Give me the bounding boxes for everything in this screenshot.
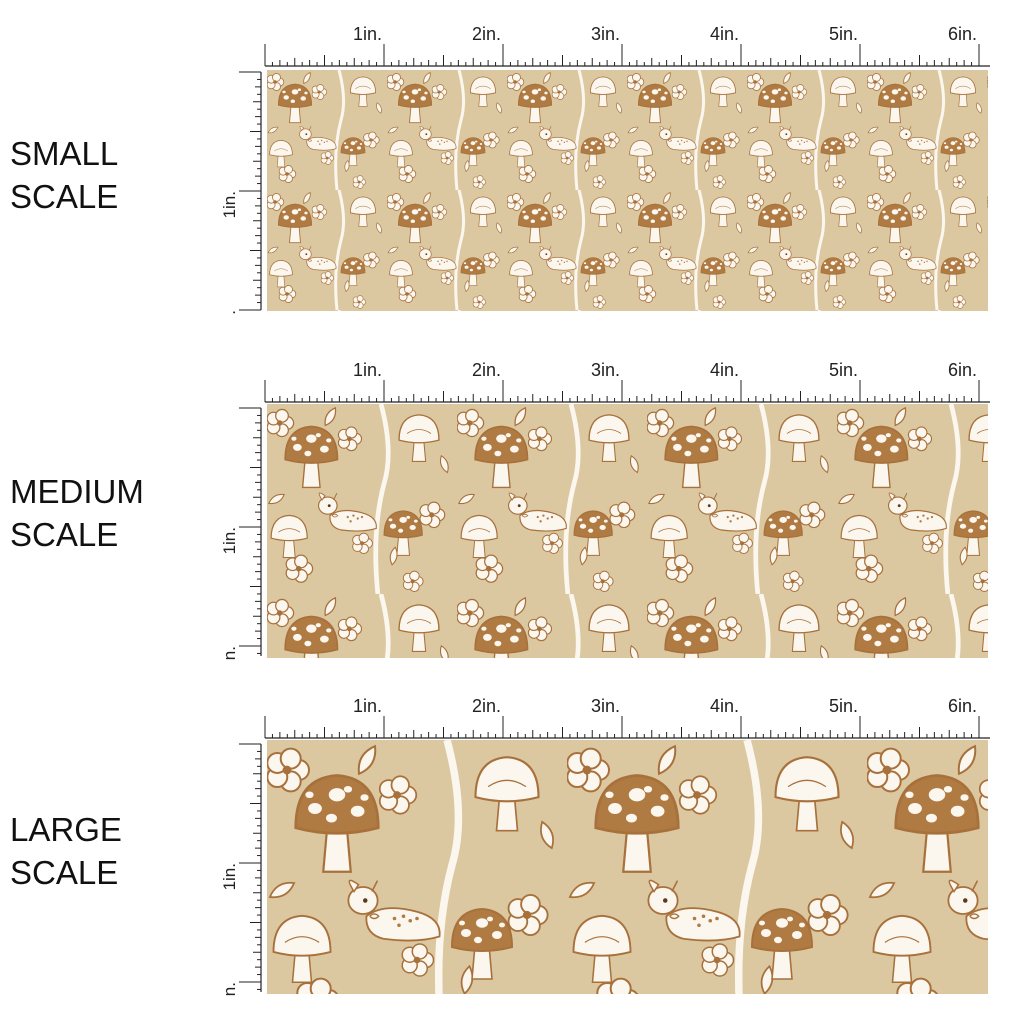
ruler-tick-label: 6in. <box>948 696 977 716</box>
ruler-tick-label: 1in. <box>220 863 239 890</box>
ruler-tick-label: 1in. <box>220 527 239 554</box>
ruler-tick-label: 4in. <box>710 360 739 380</box>
ruler-tick-label: 4in. <box>710 696 739 716</box>
ruler-tick-label: 3in. <box>591 696 620 716</box>
ruler-tick-label: 1in. <box>220 191 239 218</box>
ruler-tick-label: 2in. <box>220 646 239 660</box>
vertical-ruler: 1in. 2in. <box>220 407 262 660</box>
ruler-tick-label: 3in. <box>591 360 620 380</box>
ruler-tick-label: 1in. <box>353 696 382 716</box>
ruler-tick-label: 2in. <box>472 360 501 380</box>
vertical-ruler: 1in. 2in. <box>220 743 262 996</box>
large-scale-row: LARGE SCALE 1in. 2in. 3in. 4in. 5in. 6in. 1in… <box>0 672 1024 996</box>
medium-scale-row: MEDIUM SCALE 1in. 2in. 3in. 4in. 5in. 6in. 1i… <box>0 336 1024 660</box>
ruler-tick-label: 5in. <box>829 696 858 716</box>
ruler-tick-label: 6in. <box>948 360 977 380</box>
ruler-tick-label: 2in. <box>472 696 501 716</box>
medium-scale-label: MEDIUM SCALE <box>10 473 144 553</box>
vertical-ruler: 1in. 2in. <box>220 71 262 314</box>
ruler-tick-label: 5in. <box>829 360 858 380</box>
fabric-swatch-small <box>267 70 988 311</box>
ruler-tick-label: 2in. <box>220 982 239 996</box>
horizontal-ruler: 1in. 2in. 3in. 4in. 5in. 6in. <box>264 360 990 403</box>
small-scale-row: SMALL SCALE 1in. 2in. 3in. 4in. 5in. 6in. 1in… <box>0 0 1024 320</box>
fabric-swatch-large <box>267 740 988 994</box>
ruler-tick-label: 2in. <box>472 24 501 44</box>
ruler-tick-label: 4in. <box>710 24 739 44</box>
horizontal-ruler: 1in. 2in. 3in. 4in. 5in. 6in. <box>264 696 990 739</box>
ruler-tick-label: 6in. <box>948 24 977 44</box>
ruler-tick-label: 5in. <box>829 24 858 44</box>
ruler-tick-label: 3in. <box>591 24 620 44</box>
ruler-tick-label: 1in. <box>353 360 382 380</box>
ruler-tick-label: 2in. <box>220 310 239 314</box>
large-scale-label: LARGE SCALE <box>10 811 122 891</box>
horizontal-ruler: 1in. 2in. 3in. 4in. 5in. 6in. <box>264 24 990 67</box>
fabric-swatch-medium <box>267 404 988 658</box>
small-scale-label: SMALL SCALE <box>10 135 119 215</box>
ruler-tick-label: 1in. <box>353 24 382 44</box>
